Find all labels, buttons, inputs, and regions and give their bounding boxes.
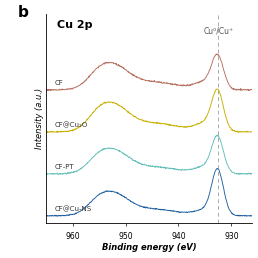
Text: Cu⁰/Cu⁺: Cu⁰/Cu⁺ (204, 26, 234, 35)
Text: CF@Cu₂O: CF@Cu₂O (54, 122, 88, 128)
Text: Cu 2p: Cu 2p (57, 20, 92, 30)
Text: CF: CF (54, 80, 63, 86)
Text: CF@Cu-NS: CF@Cu-NS (54, 206, 92, 212)
Text: CF-PT: CF-PT (54, 164, 74, 170)
X-axis label: Binding energy (eV): Binding energy (eV) (102, 244, 197, 252)
Y-axis label: Intensity (a.u.): Intensity (a.u.) (35, 88, 44, 149)
Text: b: b (18, 5, 28, 20)
